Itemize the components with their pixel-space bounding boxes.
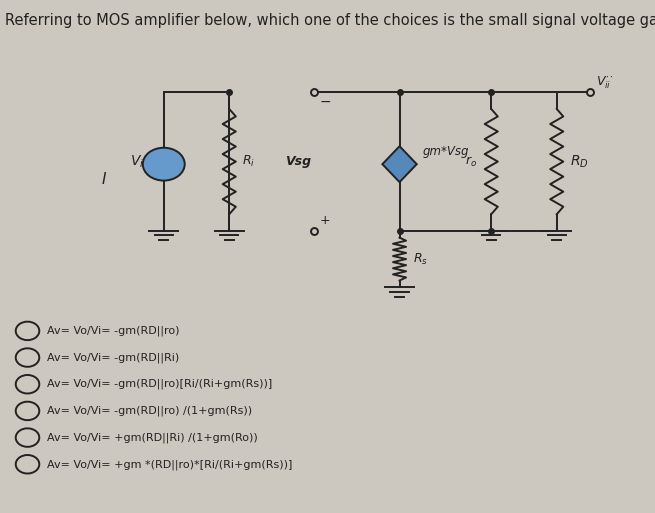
Text: E: E: [24, 432, 31, 443]
Text: Referring to MOS amplifier below, which one of the choices is the small signal v: Referring to MOS amplifier below, which …: [5, 13, 655, 28]
Text: $R_s$: $R_s$: [413, 251, 428, 267]
Text: $r_o$: $r_o$: [465, 154, 477, 169]
Circle shape: [16, 322, 39, 340]
Circle shape: [16, 348, 39, 367]
Text: Av= Vo/Vi= -gm(RD||ro): Av= Vo/Vi= -gm(RD||ro): [47, 326, 179, 336]
Text: C: C: [24, 379, 31, 389]
Text: $R_i$: $R_i$: [242, 154, 255, 169]
Circle shape: [16, 375, 39, 393]
Text: D: D: [23, 406, 32, 416]
Text: I: I: [102, 172, 106, 187]
Text: Av= Vo/Vi= +gm(RD||Ri) /(1+gm(Ro)): Av= Vo/Vi= +gm(RD||Ri) /(1+gm(Ro)): [47, 432, 258, 443]
Text: $R_D$: $R_D$: [570, 153, 589, 170]
Text: $V_{ii}^{\cdot\cdot}$: $V_{ii}^{\cdot\cdot}$: [596, 74, 614, 91]
Text: Av= Vo/Vi= +gm *(RD||ro)*[Ri/(Ri+gm(Rs))]: Av= Vo/Vi= +gm *(RD||ro)*[Ri/(Ri+gm(Rs))…: [47, 459, 293, 469]
Text: Av= Vo/Vi= -gm(RD||ro) /(1+gm(Rs)): Av= Vo/Vi= -gm(RD||ro) /(1+gm(Rs)): [47, 406, 252, 416]
Circle shape: [16, 428, 39, 447]
Circle shape: [16, 402, 39, 420]
Text: A: A: [24, 326, 31, 336]
Polygon shape: [383, 146, 417, 182]
Text: Vsg: Vsg: [285, 155, 311, 168]
Text: −: −: [320, 94, 331, 109]
Circle shape: [16, 455, 39, 473]
Text: Av= Vo/Vi= -gm(RD||Ri): Av= Vo/Vi= -gm(RD||Ri): [47, 352, 179, 363]
Text: B: B: [24, 352, 31, 363]
Text: +: +: [159, 152, 169, 166]
Text: +: +: [320, 214, 330, 227]
Text: gm*Vsg: gm*Vsg: [422, 145, 469, 158]
Text: Av= Vo/Vi= -gm(RD||ro)[Ri/(Ri+gm(Rs))]: Av= Vo/Vi= -gm(RD||ro)[Ri/(Ri+gm(Rs))]: [47, 379, 272, 389]
Circle shape: [143, 148, 185, 181]
Text: $V_i$: $V_i$: [130, 153, 144, 170]
Text: −: −: [158, 163, 170, 177]
Text: F: F: [24, 459, 31, 469]
